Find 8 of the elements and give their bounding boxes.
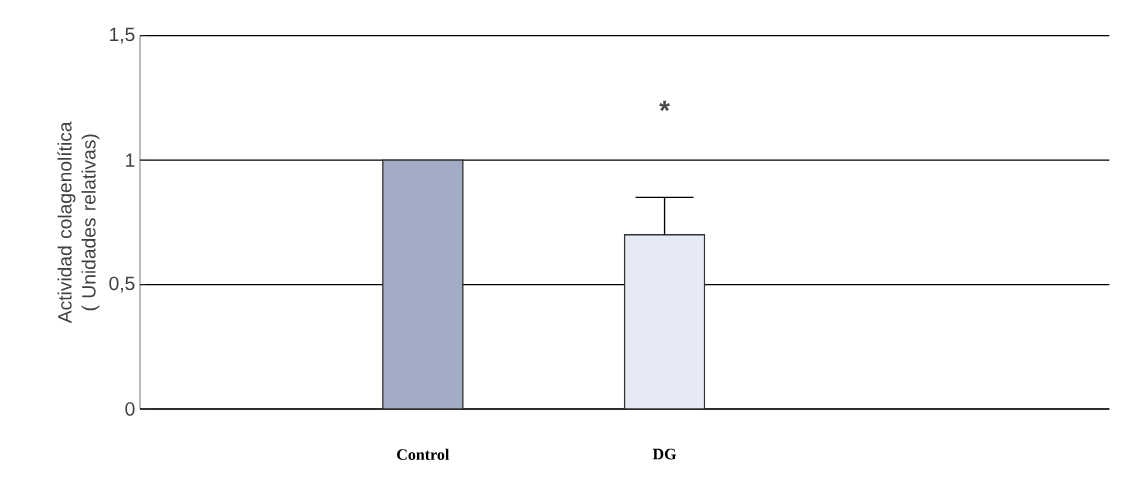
- y-tick-label: 0: [125, 402, 135, 416]
- x-tick-label: DG: [652, 448, 677, 460]
- y-axis-title: Actividad colagenolítica ( Unidades relativas): [57, 121, 100, 324]
- x-tick-label: Control: [397, 448, 450, 460]
- annotation: *: [659, 100, 670, 112]
- y-tick-label: 1,5: [110, 27, 135, 44]
- y-tick-label: 1: [126, 153, 135, 167]
- y-tick-label: 0,5: [109, 276, 135, 293]
